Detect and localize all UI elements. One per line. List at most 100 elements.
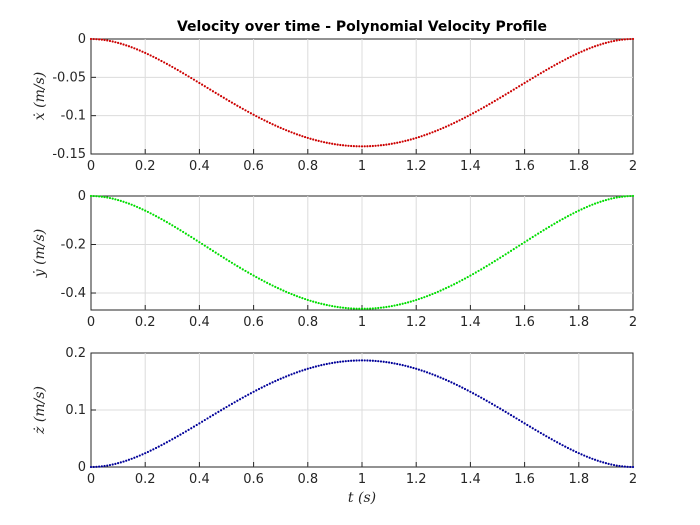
data-point — [257, 277, 261, 280]
data-point — [550, 65, 553, 69]
x-tick-label: 0.8 — [297, 315, 318, 330]
data-point — [276, 287, 280, 290]
data-point — [146, 210, 150, 214]
data-point — [138, 207, 141, 210]
data-point — [295, 295, 299, 298]
data-point — [282, 376, 285, 379]
data-point — [179, 433, 182, 436]
data-point — [623, 465, 626, 468]
data-point — [211, 90, 215, 93]
data-point — [504, 253, 507, 256]
data-point — [154, 446, 158, 450]
data-point — [106, 196, 109, 199]
data-point — [453, 382, 456, 385]
data-point — [569, 55, 572, 58]
data-point — [347, 144, 350, 147]
data-point — [572, 449, 575, 452]
data-points — [89, 37, 635, 148]
data-point — [176, 68, 179, 72]
data-point — [168, 64, 171, 67]
data-point — [593, 45, 597, 48]
data-point — [241, 268, 244, 271]
data-point — [360, 359, 364, 362]
data-point — [488, 263, 491, 266]
data-point — [515, 417, 518, 420]
data-point — [209, 88, 212, 91]
x-tick-label: 0.6 — [243, 159, 264, 174]
data-point — [333, 305, 336, 308]
data-point — [423, 296, 426, 299]
data-point — [295, 371, 299, 374]
data-point — [385, 361, 388, 364]
data-point — [501, 409, 505, 412]
data-point — [493, 260, 496, 263]
data-point — [496, 258, 499, 261]
data-point — [374, 359, 377, 363]
data-point — [173, 67, 177, 70]
data-point — [623, 38, 626, 41]
x-tick-label: 1.4 — [460, 159, 481, 174]
data-point — [141, 453, 144, 456]
data-point — [396, 141, 399, 144]
data-point — [190, 235, 193, 239]
data-point — [312, 138, 315, 141]
data-point — [157, 445, 160, 448]
data-point — [547, 436, 551, 439]
data-point — [279, 377, 282, 380]
data-point — [501, 254, 505, 258]
data-point — [268, 382, 271, 385]
data-point — [577, 452, 580, 455]
data-point — [404, 139, 407, 143]
data-point — [355, 145, 358, 148]
data-point — [499, 256, 502, 259]
data-point — [618, 464, 621, 468]
data-point — [621, 465, 624, 468]
data-point — [341, 144, 345, 147]
data-point — [298, 296, 301, 299]
data-point — [626, 38, 629, 41]
data-point — [512, 248, 515, 251]
data-point — [447, 124, 450, 127]
data-point — [442, 377, 445, 380]
data-point — [211, 249, 215, 252]
y-axis-label: ż (m/s) — [32, 386, 48, 435]
data-point — [130, 457, 133, 460]
data-point — [366, 307, 369, 310]
data-point — [612, 39, 616, 43]
data-point — [507, 251, 510, 254]
data-point — [358, 359, 361, 362]
data-point — [257, 116, 261, 119]
data-point — [612, 463, 616, 467]
data-point — [588, 456, 591, 459]
data-point — [122, 460, 125, 463]
data-point — [279, 126, 282, 129]
tick-labels: 0 0.2 0.4 0.6 0.8 1 1.2 1.4 1.6 1.8 2 0 0.1 0.2 — [65, 346, 637, 487]
y-tick-label: -0.2 — [61, 238, 86, 253]
data-point — [135, 455, 139, 458]
data-point — [119, 199, 122, 202]
data-point — [480, 107, 483, 110]
data-point — [114, 198, 117, 201]
data-point — [138, 454, 141, 457]
data-points — [89, 359, 635, 469]
x-tick-label: 0.4 — [189, 472, 210, 487]
data-point — [564, 58, 567, 61]
data-point — [507, 412, 510, 415]
data-point — [523, 422, 526, 425]
data-point — [111, 197, 114, 200]
data-point — [396, 303, 399, 307]
data-point — [206, 86, 209, 90]
data-point — [526, 239, 529, 242]
x-tick-label: 2 — [629, 472, 637, 487]
grid-lines — [91, 353, 633, 467]
chart-title: Velocity over time - Polynomial Velocity… — [177, 19, 547, 35]
data-point — [442, 126, 445, 129]
data-point — [152, 213, 155, 216]
x-tick-label: 1.6 — [514, 159, 535, 174]
data-point — [515, 86, 518, 90]
data-point — [244, 395, 247, 398]
data-point — [285, 290, 288, 293]
x-tick-label: 1.2 — [406, 315, 427, 330]
data-point — [556, 441, 559, 444]
data-point — [379, 144, 383, 147]
